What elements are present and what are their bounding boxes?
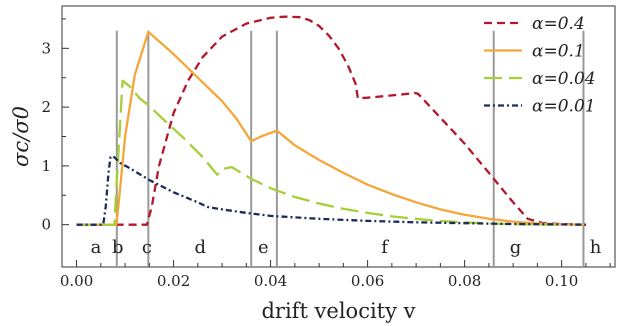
x-tick-label: 0.08 — [448, 272, 481, 290]
x-tick-label: 0.10 — [545, 272, 578, 290]
region-label-f: f — [381, 237, 389, 258]
region-label-c: c — [142, 237, 152, 258]
series-line-0 — [76, 15, 586, 226]
x-tick-label: 0.06 — [351, 272, 384, 290]
legend-label-3: α=0.01 — [532, 97, 596, 117]
x-axis-label: drift velocity v — [261, 299, 415, 323]
series-lines — [76, 15, 586, 226]
y-tick-label: 0 — [41, 216, 51, 234]
region-label-d: d — [194, 237, 206, 258]
region-label-e: e — [258, 237, 269, 258]
legend: α=0.4 α=0.1 α=0.04 α=0.01 — [484, 14, 596, 117]
region-boundaries — [115, 30, 585, 267]
y-tick-label: 2 — [41, 98, 51, 116]
region-label-h: h — [590, 237, 602, 258]
x-tick-label: 0.04 — [254, 272, 287, 290]
y-tick-label: 1 — [41, 157, 51, 175]
y-axis-label: σc/σ0 — [9, 106, 33, 167]
region-label-a: a — [91, 237, 102, 258]
region-label-g: g — [510, 237, 522, 258]
series-line-2 — [76, 79, 562, 226]
series-line-1 — [76, 30, 586, 226]
y-tick-label: 3 — [41, 39, 51, 57]
region-label-b: b — [112, 237, 124, 258]
series-line-3 — [76, 154, 586, 226]
legend-label-1: α=0.1 — [532, 42, 585, 62]
x-tick-label: 0.02 — [157, 272, 190, 290]
x-axis-ticks: 0.00 0.02 0.04 0.06 0.08 0.10 — [60, 260, 611, 290]
legend-label-0: α=0.4 — [532, 14, 585, 34]
y-axis-ticks: 0 1 2 3 — [41, 18, 69, 234]
x-tick-label: 0.00 — [60, 272, 93, 290]
legend-label-2: α=0.04 — [532, 69, 596, 89]
